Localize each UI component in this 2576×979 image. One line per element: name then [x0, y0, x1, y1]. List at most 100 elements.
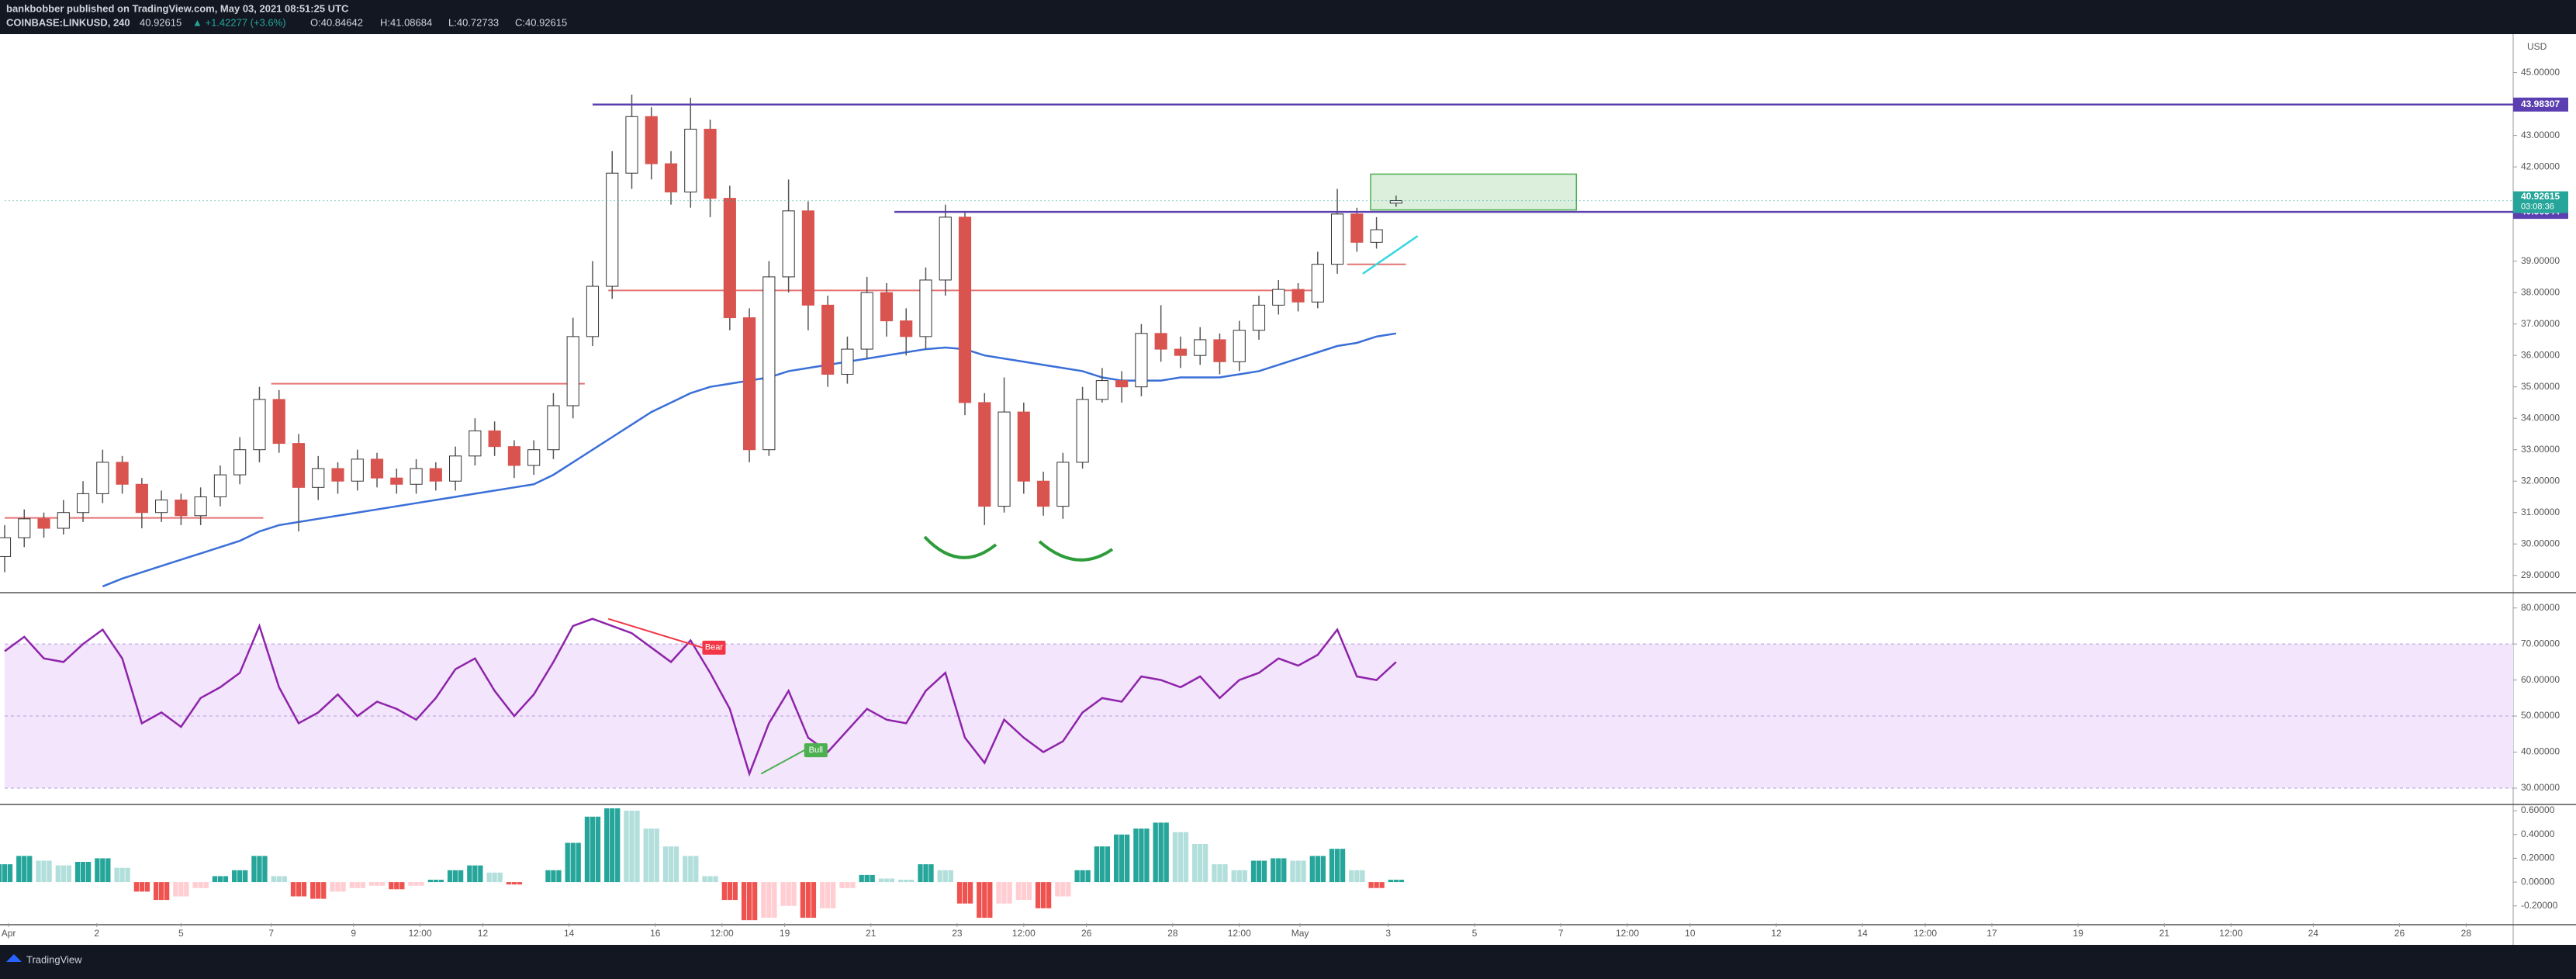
candle-body [1174, 348, 1188, 356]
histogram-bar [746, 882, 752, 921]
y-tick-label: 35.00000 [2521, 381, 2560, 392]
x-tick-label: 16 [650, 928, 661, 939]
divergence-label: Bull [809, 745, 823, 755]
histogram-bar [158, 882, 164, 901]
candle-body [900, 320, 913, 337]
histogram-bar [467, 865, 472, 883]
histogram-bar [859, 874, 864, 883]
histogram-bar [909, 880, 915, 883]
histogram-bar [629, 811, 634, 883]
histogram-bar [1172, 832, 1178, 883]
histogram-bar [506, 882, 512, 885]
histogram-bar [741, 882, 747, 921]
candle-body [18, 518, 31, 538]
y-tick-label: 34.00000 [2521, 412, 2560, 423]
histogram-bar [36, 860, 41, 883]
candle-body [566, 336, 579, 406]
x-tick-label: 12:00 [2219, 928, 2242, 939]
header-bar [0, 0, 2576, 34]
candle-body [1350, 213, 1364, 243]
histogram-bar [1295, 860, 1301, 883]
histogram-bar [766, 882, 772, 918]
histogram-bar [368, 882, 375, 886]
histogram-bar [1222, 864, 1228, 883]
histogram-bar [870, 874, 875, 883]
histogram-bar [22, 856, 27, 883]
candle-body [527, 449, 541, 466]
histogram-bar [276, 876, 282, 883]
candle-body [96, 462, 109, 494]
histogram-bar [1250, 860, 1257, 883]
candle-body [1389, 200, 1402, 204]
histogram-bar [310, 882, 316, 899]
histogram-bar [648, 829, 654, 883]
histogram-bar [438, 880, 444, 883]
brand: TradingView [26, 953, 82, 965]
histogram-bar [1046, 882, 1052, 908]
publisher: bankbobber published on TradingView.com,… [6, 2, 349, 14]
histogram-bar [282, 876, 287, 883]
histogram-bar [335, 882, 341, 892]
histogram-bar [967, 882, 973, 904]
x-tick-label: 5 [1472, 928, 1478, 939]
candle-body [1036, 480, 1050, 507]
histogram-bar [811, 882, 817, 918]
histogram-bar [956, 882, 963, 904]
histogram-bar [408, 882, 413, 886]
histogram-bar [923, 864, 928, 883]
candle-body [1076, 399, 1089, 463]
y-tick-label: 0.40000 [2521, 829, 2555, 839]
candle-body [135, 483, 148, 514]
x-tick-label: 12:00 [1012, 928, 1036, 939]
histogram-bar [349, 882, 354, 888]
candle-body [723, 198, 736, 319]
histogram-bar [772, 882, 777, 918]
histogram-bar [1271, 858, 1276, 883]
histogram-bar [1099, 846, 1105, 883]
histogram-bar [1360, 870, 1365, 883]
y-tick-label: 30.00000 [2521, 538, 2560, 548]
histogram-bar [688, 856, 693, 883]
candle-body [586, 285, 600, 337]
y-tick-label: 70.00000 [2521, 638, 2560, 649]
candle-body [684, 129, 697, 193]
y-tick-label: 0.20000 [2521, 853, 2555, 863]
histogram-bar [850, 882, 856, 888]
candle-body [37, 518, 50, 529]
histogram-bar [634, 811, 640, 883]
candle-body [194, 496, 207, 517]
histogram-bar [590, 816, 596, 883]
histogram-bar [1177, 832, 1184, 883]
histogram-bar [1144, 829, 1150, 883]
candle-body [253, 399, 266, 451]
histogram-bar [399, 882, 405, 890]
y-tick-label: 40.00000 [2521, 746, 2560, 757]
x-tick-label: 21 [866, 928, 877, 939]
histogram-bar [203, 882, 209, 888]
x-tick-label: 12:00 [1914, 928, 1937, 939]
candle-body [762, 276, 776, 451]
x-tick-label: 19 [780, 928, 790, 939]
histogram-bar [889, 878, 895, 883]
histogram-bar [977, 882, 982, 918]
histogram-bar [389, 882, 394, 890]
histogram-bar [819, 882, 825, 908]
level-label: 43.98307 [2521, 99, 2560, 109]
histogram-bar [786, 882, 791, 906]
histogram-bar [1261, 860, 1267, 883]
histogram-bar [237, 870, 243, 883]
candle-body [429, 468, 442, 482]
histogram-bar [1340, 849, 1346, 883]
y-tick-label: 29.00000 [2521, 569, 2560, 580]
histogram-bar [1153, 822, 1158, 883]
histogram-bar [433, 880, 439, 883]
histogram-bar [517, 882, 523, 885]
histogram-bar [497, 872, 503, 883]
candle-body [645, 116, 658, 164]
histogram-bar [1119, 834, 1125, 883]
last-price-box [2513, 191, 2568, 213]
histogram-bar [1007, 882, 1012, 904]
histogram-bar [74, 862, 81, 883]
